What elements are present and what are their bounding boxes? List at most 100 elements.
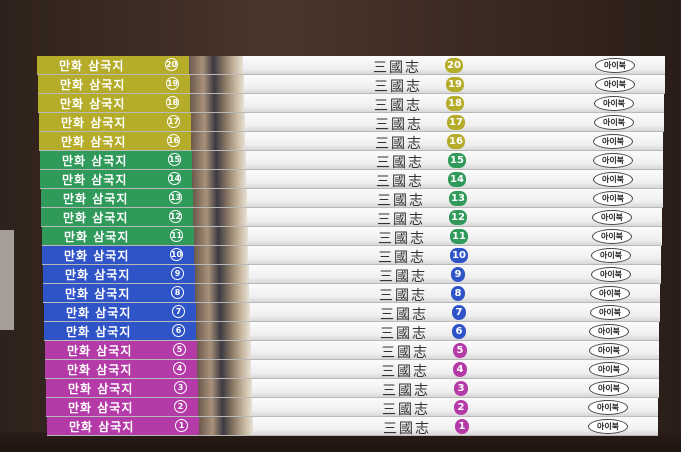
color-band: 만화 삼국지 13 — [41, 189, 193, 207]
series-title: 만화 삼국지 — [45, 342, 132, 359]
cover-art-strip — [193, 208, 247, 226]
book-spine-volume-11: 만화 삼국지 11 三國志 11 아이북 — [42, 227, 662, 246]
hanja-title: 三國志 — [379, 285, 427, 303]
series-title: 만화 삼국지 — [41, 209, 128, 226]
cover-art-strip — [196, 322, 250, 340]
cover-art-strip — [193, 189, 247, 207]
volume-badge: 1 — [455, 419, 469, 434]
hanja-title: 三國志 — [377, 209, 425, 227]
volume-badge: 13 — [449, 191, 467, 206]
circled-volume-number: 10 — [170, 248, 183, 261]
publisher-logo: 아이북 — [592, 229, 632, 244]
cover-art-strip — [195, 284, 249, 302]
cover-art-strip — [196, 303, 250, 321]
color-band: 만화 삼국지 8 — [43, 284, 195, 302]
book-spine-volume-10: 만화 삼국지 10 三國志 10 아이북 — [42, 246, 661, 265]
volume-badge: 20 — [445, 58, 463, 73]
color-band: 만화 삼국지 5 — [45, 341, 197, 359]
publisher-logo: 아이북 — [592, 210, 632, 225]
color-band: 만화 삼국지 15 — [40, 151, 192, 169]
color-band: 만화 삼국지 16 — [39, 132, 191, 150]
circled-volume-number: 12 — [169, 210, 182, 223]
cover-art-strip — [194, 246, 248, 264]
color-band: 만화 삼국지 10 — [42, 246, 194, 264]
color-band: 만화 삼국지 1 — [47, 417, 199, 435]
book-spine-volume-16: 만화 삼국지 16 三國志 16 아이북 — [39, 132, 663, 151]
series-title: 만화 삼국지 — [46, 380, 133, 397]
book-spine-volume-17: 만화 삼국지 17 三國志 17 아이북 — [39, 113, 664, 132]
book-spine-volume-14: 만화 삼국지 14 三國志 14 아이북 — [40, 170, 663, 189]
hanja-title: 三國志 — [381, 361, 429, 379]
cover-art-strip — [197, 341, 251, 359]
series-title: 만화 삼국지 — [40, 152, 127, 169]
hanja-title: 三國志 — [379, 266, 427, 284]
volume-badge: 9 — [451, 267, 465, 282]
series-title: 만화 삼국지 — [42, 228, 129, 245]
series-title: 만화 삼국지 — [38, 95, 125, 112]
publisher-logo: 아이북 — [591, 248, 631, 263]
color-band: 만화 삼국지 9 — [43, 265, 195, 283]
hanja-title: 三國志 — [376, 171, 424, 189]
color-band: 만화 삼국지 20 — [37, 56, 189, 74]
book-spine-volume-13: 만화 삼국지 13 三國志 13 아이북 — [41, 189, 663, 208]
hanja-title: 三國志 — [373, 57, 421, 75]
series-title: 만화 삼국지 — [42, 247, 129, 264]
publisher-logo: 아이북 — [589, 362, 629, 377]
circled-volume-number: 16 — [167, 134, 180, 147]
publisher-logo: 아이북 — [588, 400, 628, 415]
circled-volume-number: 5 — [173, 343, 186, 356]
circled-volume-number: 6 — [172, 324, 185, 337]
publisher-logo: 아이북 — [593, 153, 633, 168]
series-title: 만화 삼국지 — [45, 361, 132, 378]
publisher-logo: 아이북 — [593, 172, 633, 187]
hanja-title: 三國志 — [375, 133, 423, 151]
publisher-logo: 아이북 — [595, 58, 635, 73]
book-spine-volume-8: 만화 삼국지 8 三國志 8 아이북 — [43, 284, 660, 303]
volume-badge: 16 — [447, 134, 465, 149]
circled-volume-number: 14 — [168, 172, 181, 185]
publisher-logo: 아이북 — [594, 96, 634, 111]
color-band: 만화 삼국지 2 — [46, 398, 198, 416]
volume-badge: 15 — [448, 153, 466, 168]
hanja-title: 三國志 — [381, 342, 429, 360]
circled-volume-number: 7 — [172, 305, 185, 318]
book-spine-volume-15: 만화 삼국지 15 三國志 15 아이북 — [40, 151, 663, 170]
series-title: 만화 삼국지 — [38, 76, 125, 93]
cover-art-strip — [194, 227, 248, 245]
cover-art-strip — [190, 75, 244, 93]
color-band: 만화 삼국지 6 — [44, 322, 196, 340]
volume-badge: 11 — [450, 229, 468, 244]
color-band: 만화 삼국지 14 — [40, 170, 192, 188]
circled-volume-number: 13 — [169, 191, 182, 204]
circled-volume-number: 19 — [166, 77, 179, 90]
hanja-title: 三國志 — [380, 304, 428, 322]
circled-volume-number: 11 — [170, 229, 183, 242]
hanja-title: 三國志 — [380, 323, 428, 341]
volume-badge: 17 — [447, 115, 465, 130]
circled-volume-number: 18 — [166, 96, 179, 109]
circled-volume-number: 2 — [174, 400, 187, 413]
book-spine-volume-1: 만화 삼국지 1 三國志 1 아이북 — [47, 417, 658, 436]
cover-art-strip — [199, 417, 253, 435]
volume-badge: 5 — [453, 343, 467, 358]
book-spine-volume-4: 만화 삼국지 4 三國志 4 아이북 — [45, 360, 659, 379]
series-title: 만화 삼국지 — [39, 114, 126, 131]
cover-art-strip — [198, 379, 252, 397]
volume-badge: 4 — [453, 362, 467, 377]
publisher-logo: 아이북 — [591, 267, 631, 282]
cover-art-strip — [189, 56, 243, 74]
volume-badge: 19 — [446, 77, 464, 92]
series-title: 만화 삼국지 — [46, 399, 133, 416]
cover-art-strip — [192, 151, 246, 169]
hanja-title: 三國志 — [382, 399, 430, 417]
volume-badge: 3 — [454, 381, 468, 396]
publisher-logo: 아이북 — [595, 77, 635, 92]
publisher-logo: 아이북 — [593, 191, 633, 206]
color-band: 만화 삼국지 4 — [45, 360, 197, 378]
series-title: 만화 삼국지 — [37, 57, 124, 74]
series-title: 만화 삼국지 — [41, 190, 128, 207]
book-spine-volume-9: 만화 삼국지 9 三國志 9 아이북 — [43, 265, 661, 284]
volume-badge: 12 — [449, 210, 467, 225]
series-title: 만화 삼국지 — [44, 304, 131, 321]
series-title: 만화 삼국지 — [40, 171, 127, 188]
